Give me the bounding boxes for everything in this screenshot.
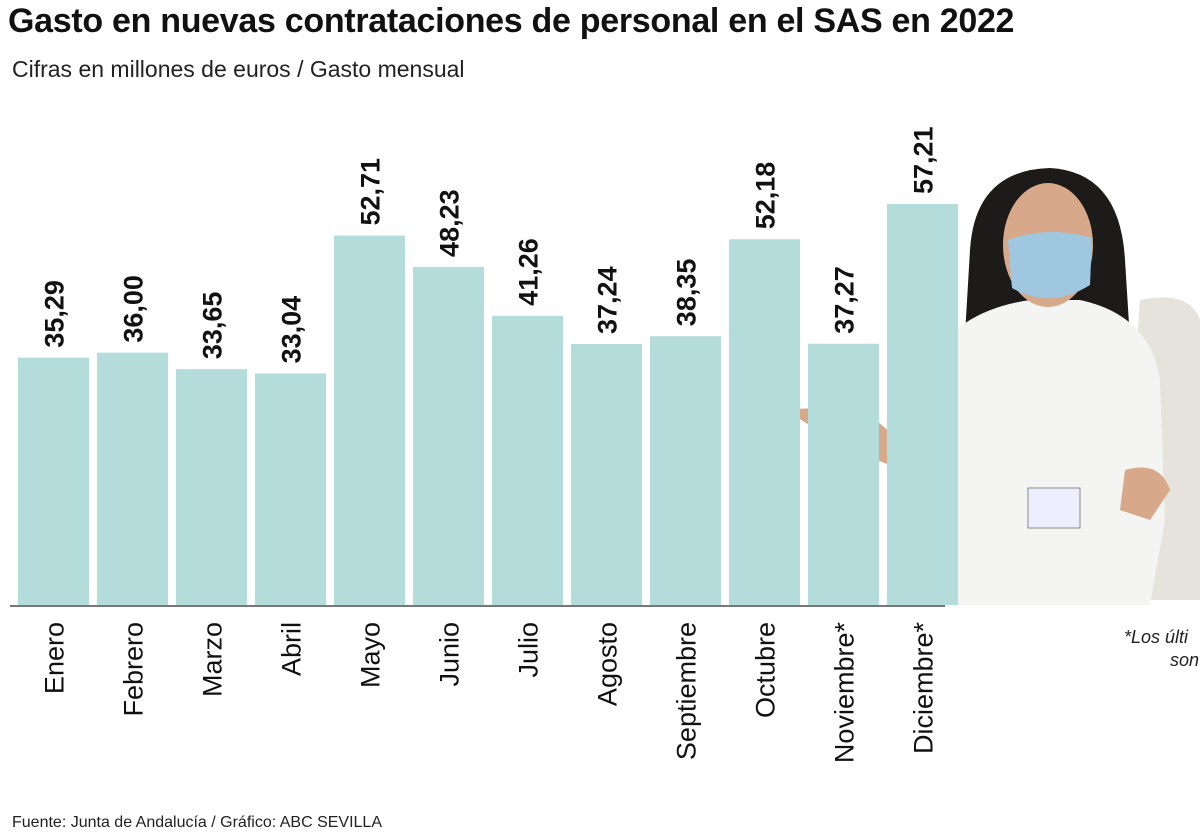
category-label: Junio [435,622,465,687]
bar-diciembre [887,204,958,605]
data-label: 52,71 [356,158,386,226]
category-label: Mayo [356,622,386,688]
category-label: Marzo [198,622,228,697]
category-label: Abril [277,622,307,676]
id-badge [1027,487,1081,529]
category-label: Diciembre* [909,622,939,755]
category-label: Enero [40,622,70,694]
data-label: 35,29 [40,280,70,348]
hand [1120,467,1170,520]
bar-noviembre [808,343,879,605]
data-label: 37,24 [593,266,623,334]
category-label: Julio [514,622,544,678]
white-coat [930,300,1165,605]
chart-subtitle: Cifras en millones de euros / Gasto mens… [12,56,465,82]
data-label: 48,23 [435,189,465,257]
bar-marzo [176,369,247,605]
category-label: Septiembre [672,622,702,760]
bar-enero [18,357,89,605]
source-note: Fuente: Junta de Andalucía / Gráfico: AB… [12,814,382,831]
photo-person [785,168,1200,605]
data-label: 57,21 [909,126,939,194]
data-label: 52,18 [751,162,781,230]
category-label: Octubre [751,622,781,718]
bar-abril [255,373,326,605]
chart-title: Gasto en nuevas contrataciones de person… [8,2,1015,40]
bar-octubre [729,239,800,605]
data-label: 38,35 [672,259,702,327]
data-label: 41,26 [514,238,544,306]
bar-junio [413,266,484,605]
category-label: Febrero [119,622,149,717]
data-label: 33,04 [277,296,307,364]
face-mask [1008,231,1092,299]
category-label: Noviembre* [830,622,860,764]
bar-julio [492,315,563,605]
footnote-line-2: son [1170,650,1200,670]
data-label: 33,65 [198,292,228,360]
data-label: 36,00 [119,275,149,343]
bar-agosto [571,343,642,605]
bar-septiembre [650,336,721,605]
bar-mayo [334,235,405,605]
data-label: 37,27 [830,266,860,334]
category-label: Agosto [593,622,623,706]
bar-febrero [97,352,168,605]
footnote-line-1: *Los últi [1124,627,1189,647]
